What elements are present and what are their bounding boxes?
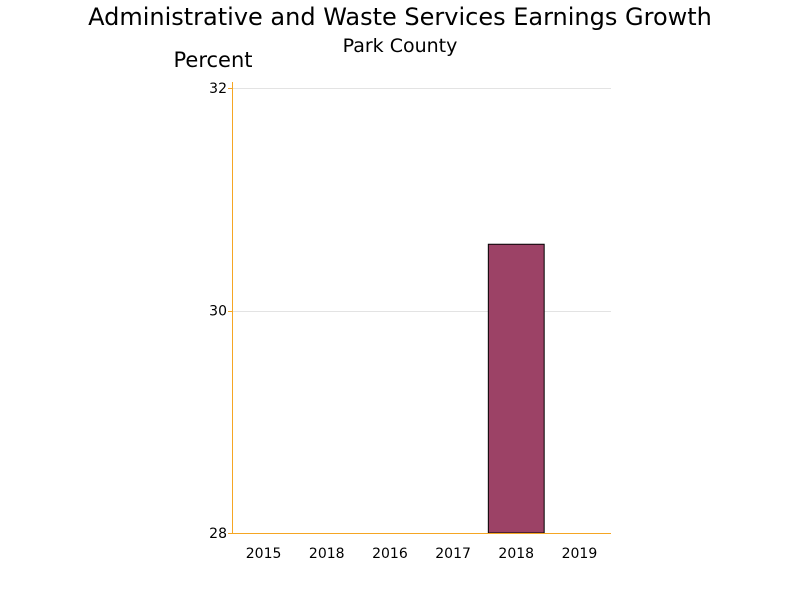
- bars: [487, 243, 545, 534]
- axes: [228, 82, 611, 534]
- y-tick-labels: 28 30 32: [209, 81, 227, 542]
- x-tick-label: 2018: [498, 546, 534, 562]
- chart-title: Administrative and Waste Services Earnin…: [88, 3, 712, 31]
- y-tick-label: 32: [209, 81, 227, 97]
- x-tick-label: 2015: [246, 546, 282, 562]
- x-tick-label: 2018: [309, 546, 345, 562]
- bar-2018: [487, 243, 545, 534]
- y-tick-label: 28: [209, 526, 227, 542]
- x-tick-labels: 2015 2018 2016 2017 2018 2019: [246, 546, 597, 562]
- gridlines: [232, 88, 611, 312]
- x-tick-label: 2019: [562, 546, 598, 562]
- y-tick-label: 30: [209, 304, 227, 320]
- x-tick-label: 2016: [372, 546, 408, 562]
- chart-subtitle: Park County: [343, 35, 458, 57]
- y-axis-label: Percent: [173, 48, 252, 72]
- x-tick-label: 2017: [435, 546, 471, 562]
